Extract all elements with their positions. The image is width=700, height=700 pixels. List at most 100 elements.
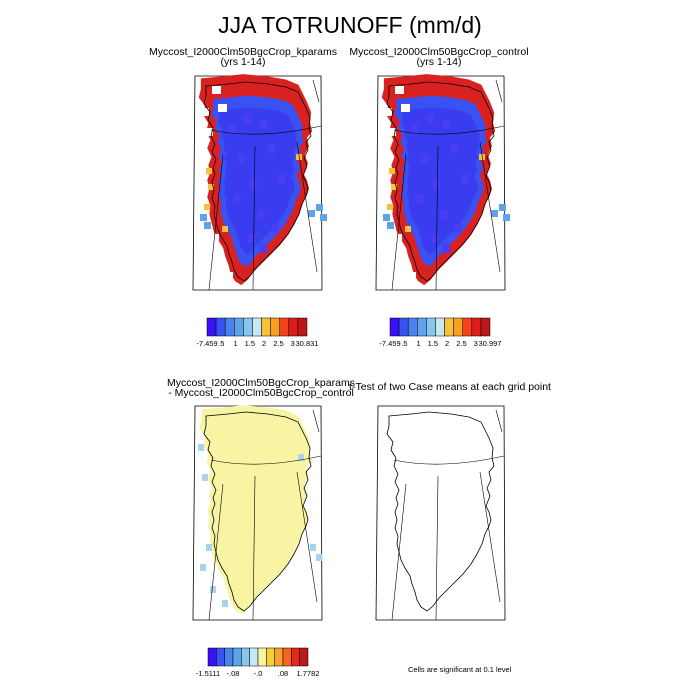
- colorbar-swatch: [282, 647, 292, 667]
- interior-core-field: [218, 107, 298, 255]
- grid-cell: [250, 180, 257, 189]
- latitude-line: [393, 125, 505, 135]
- colorbar-swatch: [206, 317, 217, 337]
- grid-cell: [278, 174, 285, 183]
- grid-cell: [204, 222, 211, 229]
- map-frame: [375, 75, 506, 291]
- panel-2-subtitle: (yrs 1-14): [416, 56, 462, 68]
- map-panel-2: [375, 74, 510, 291]
- colorbar-tick-label: .5: [401, 339, 407, 348]
- grid-cell: [387, 204, 393, 210]
- grid-cell: [401, 104, 410, 112]
- grid-cell: [316, 554, 322, 561]
- colorbar-swatch: [444, 317, 454, 337]
- grid-cell: [202, 474, 208, 481]
- grid-cell: [206, 544, 212, 551]
- grid-cell: [503, 214, 510, 221]
- grid-cell: [499, 204, 506, 211]
- colorbar-tick-label: -1.5111: [196, 669, 220, 678]
- grid-cell: [198, 444, 204, 451]
- longitude-line: [479, 471, 501, 603]
- colorbar-1: -7.459.5 1 1.5 2 2.5 3 30.831: [196, 317, 318, 348]
- longitude-line: [391, 153, 407, 291]
- colorbar-swatch: [224, 647, 234, 667]
- grid-cell: [316, 204, 323, 211]
- colorbar-swatch: [389, 317, 400, 337]
- grid-cell: [218, 104, 227, 112]
- colorbar-tick-label: 30.997: [479, 339, 502, 348]
- colorbar-tick-label: 2.5: [273, 339, 283, 348]
- grid-cell: [461, 174, 468, 183]
- panel-3-subtitle: - Myccost_I2000Clm50BgcCrop_control: [168, 387, 354, 399]
- grid-cell: [417, 194, 424, 203]
- grid-cell: [212, 86, 221, 94]
- grid-cell: [228, 124, 235, 133]
- longitude-line: [208, 483, 224, 621]
- colorbar-tick-label: -.0: [254, 669, 263, 678]
- colorbar-swatch: [453, 317, 463, 337]
- grid-cell: [441, 210, 448, 219]
- colorbar-swatch: [257, 647, 267, 667]
- colorbar-tick-label: 1.5: [428, 339, 438, 348]
- grid-cell: [407, 272, 416, 280]
- colorbar-swatch: [241, 647, 250, 667]
- colorbar-tick-label: 1: [233, 339, 237, 348]
- grid-cell: [389, 168, 395, 174]
- grid-cell: [405, 226, 411, 232]
- grid-cell: [391, 184, 397, 190]
- longitude-line: [296, 141, 318, 273]
- longitude-line: [435, 475, 439, 621]
- grid-cell: [248, 234, 255, 243]
- grid-cell: [427, 114, 434, 123]
- colorbar-tick-label: 2.5: [456, 339, 466, 348]
- latitude-line: [393, 455, 505, 465]
- colorbar-swatch: [462, 317, 473, 337]
- colorbar-tick-label: 1.7782: [297, 669, 320, 678]
- colorbar-swatch: [299, 647, 309, 667]
- colorbar-tick-label: -7.459: [196, 339, 217, 348]
- latitude-line: [210, 125, 322, 135]
- grid-cell: [451, 144, 458, 153]
- grid-cell: [383, 214, 390, 221]
- colorbar-tick-label: 3: [291, 339, 295, 348]
- grid-cell: [204, 128, 213, 136]
- colorbar-swatch: [234, 317, 244, 337]
- colorbar-tick-label: 2: [445, 339, 449, 348]
- colorbar-swatch: [398, 317, 409, 337]
- colorbar-2: -7.459.5 1 1.5 2 2.5 3 30.997: [379, 317, 502, 348]
- grid-cell: [200, 108, 209, 116]
- panel-2-title: Myccost_I2000Clm50BgcCrop_control: [349, 46, 529, 58]
- figure-title: JJA TOTRUNOFF (mm/d): [218, 12, 482, 38]
- grid-cell: [260, 120, 267, 129]
- grid-cell: [210, 586, 216, 593]
- colorbar-swatch: [417, 317, 427, 337]
- colorbar-tick-label: .08: [278, 669, 288, 678]
- longitude-line: [312, 409, 320, 433]
- grid-cell: [200, 214, 207, 221]
- colorbar-swatch: [279, 317, 290, 337]
- map-panel-3: [192, 405, 323, 621]
- colorbar-swatch: [426, 317, 436, 337]
- grid-cell: [234, 194, 241, 203]
- grid-cell: [296, 154, 302, 160]
- colorbar-tick-label: 1.5: [245, 339, 255, 348]
- colorbar-swatch: [261, 317, 271, 337]
- grid-cell: [479, 154, 485, 160]
- grid-cell: [272, 224, 279, 233]
- grid-cell: [308, 210, 315, 217]
- longitude-line: [479, 141, 501, 273]
- colorbar-swatch: [480, 317, 491, 337]
- grid-cell: [298, 454, 304, 461]
- panel-1-subtitle: (yrs 1-14): [220, 56, 266, 68]
- grid-cell: [268, 144, 275, 153]
- grid-cell: [491, 210, 498, 217]
- grid-cell: [421, 154, 428, 163]
- colorbar-tick-label: 1: [416, 339, 420, 348]
- grid-cell: [455, 224, 462, 233]
- colorbar-tick-label: -.08: [227, 669, 240, 678]
- longitude-line: [495, 79, 503, 103]
- colorbar-swatch: [216, 647, 225, 667]
- colorbar-swatch: [435, 317, 445, 337]
- longitude-line: [296, 471, 318, 603]
